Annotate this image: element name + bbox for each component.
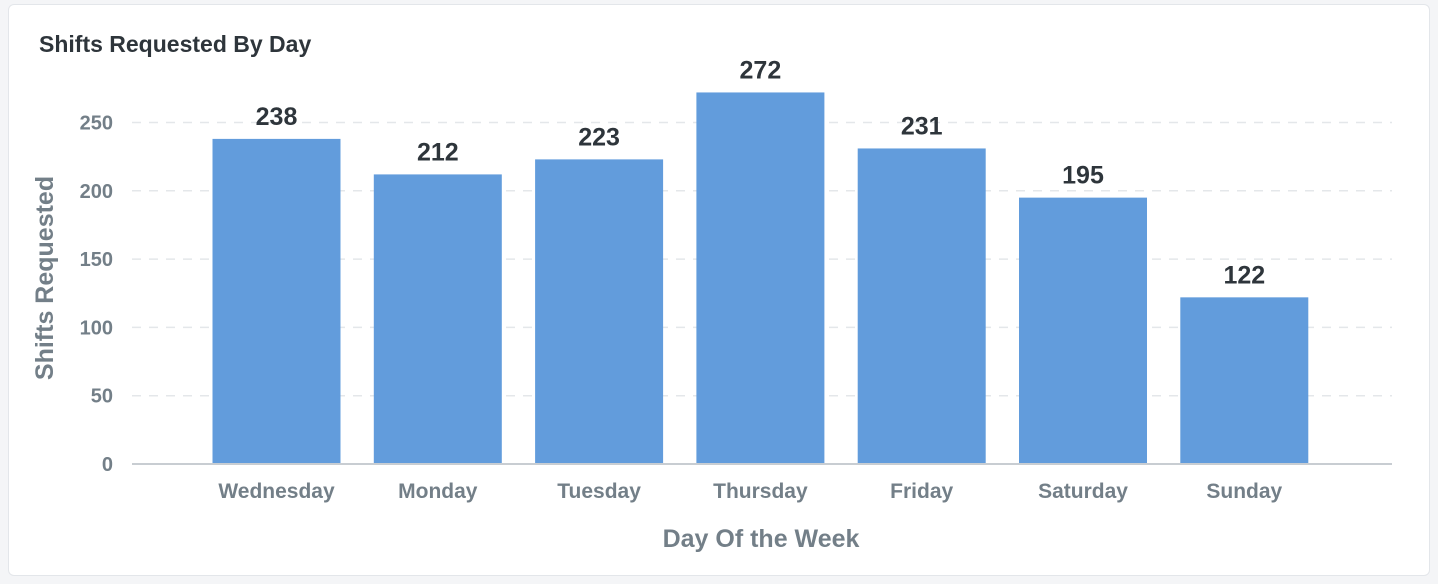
bar-saturday[interactable] (1019, 197, 1147, 464)
data-labels: 238 212 223 272 231 195 122 (256, 56, 1266, 289)
x-tick-label-thursday: Thursday (713, 480, 808, 503)
bar-wednesday[interactable] (212, 138, 341, 464)
data-label-sunday: 122 (1223, 261, 1265, 289)
y-axis-title: Shifts Requested (31, 176, 59, 380)
data-label-friday: 231 (901, 112, 943, 140)
x-tick-label-wednesday: Wednesday (218, 480, 335, 503)
data-label-saturday: 195 (1062, 162, 1104, 190)
y-tick-label: 50 (91, 386, 113, 408)
x-axis-title: Day Of the Week (663, 525, 860, 553)
data-label-monday: 212 (417, 138, 459, 166)
bar-friday[interactable] (857, 148, 986, 465)
chart-title: Shifts Requested By Day (39, 31, 312, 57)
x-tick-label-monday: Monday (398, 480, 478, 503)
y-tick-labels: 0 50 100 150 200 250 (80, 113, 113, 477)
x-tick-label-friday: Friday (890, 480, 953, 503)
x-tick-label-saturday: Saturday (1038, 480, 1128, 503)
y-tick-label: 250 (80, 113, 113, 135)
y-tick-label: 150 (80, 249, 113, 271)
bar-tuesday[interactable] (535, 159, 664, 464)
x-tick-label-tuesday: Tuesday (557, 480, 641, 503)
bar-monday[interactable] (373, 174, 502, 464)
bar-thursday[interactable] (696, 92, 825, 464)
bars (212, 92, 1309, 465)
x-tick-label-sunday: Sunday (1206, 480, 1282, 503)
data-label-wednesday: 238 (256, 103, 298, 131)
y-tick-label: 200 (80, 181, 113, 203)
y-tick-label: 0 (102, 454, 113, 476)
x-tick-labels: Wednesday Monday Tuesday Thursday Friday Satu… (218, 480, 1282, 503)
data-label-thursday: 272 (740, 56, 782, 84)
bar-sunday[interactable] (1180, 297, 1309, 464)
y-tick-label: 100 (80, 317, 113, 339)
data-label-tuesday: 223 (578, 123, 620, 151)
